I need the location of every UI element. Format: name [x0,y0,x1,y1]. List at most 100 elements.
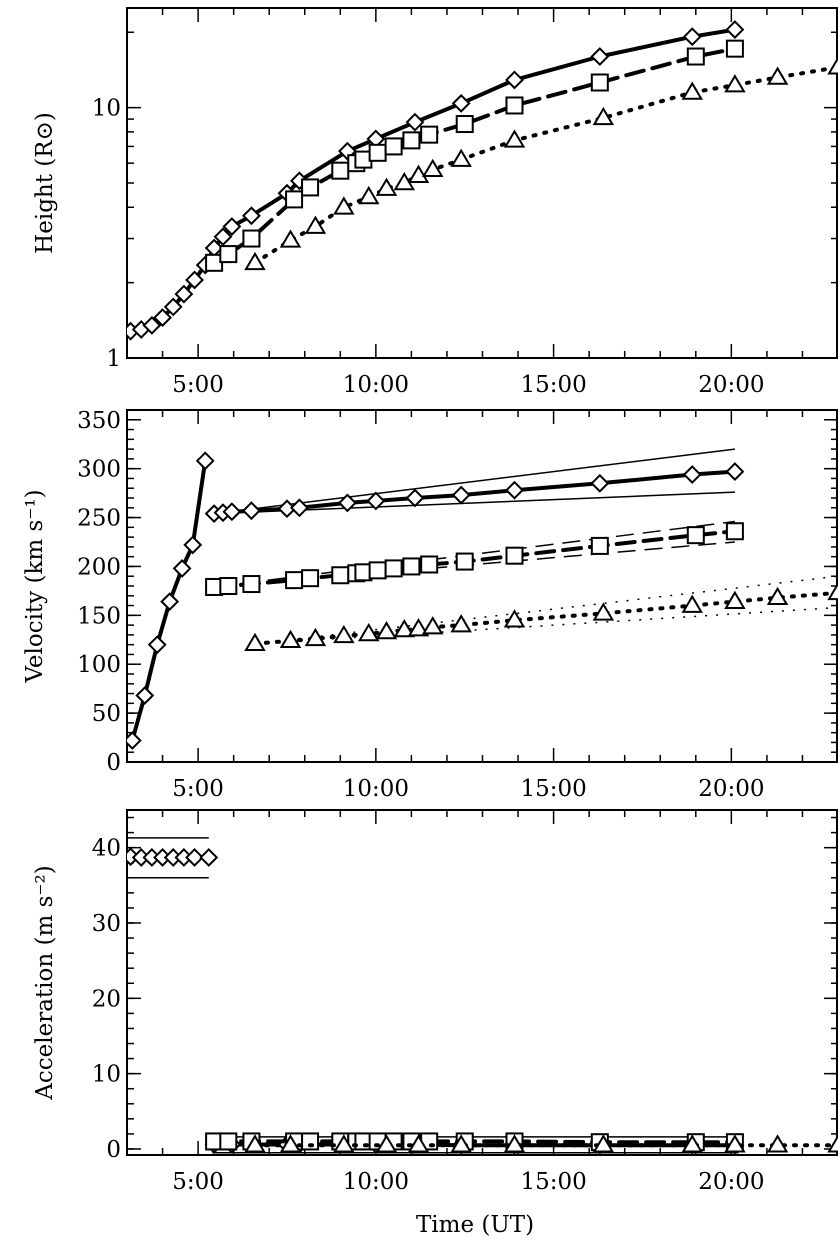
diamond-marker [590,47,610,66]
plot-area [127,837,838,1155]
plot-frame [126,7,838,359]
diamond-marker [366,491,386,511]
acceleration-panel: 0 10 20 30 40 5:00 10:00 15:00 20:00 Acceleration… [32,809,838,1195]
diamond-marker [153,308,172,328]
square-marker [331,161,350,180]
diamond-marker [505,70,524,90]
triangle-marker [592,602,615,621]
diamond-marker [183,535,203,555]
triangle-marker [279,629,302,649]
triangle-marker [766,66,789,85]
series-line [253,65,838,265]
velocity-panel: 0 50 100 150 200 250 300 350 5:00 10:00 15:00 20:00… [22,408,838,802]
triangle-marker [681,594,703,613]
y-tick-label: 30 [92,911,121,937]
triangle-marker [357,185,380,205]
diamond-marker [195,451,215,471]
plot-area [127,20,838,341]
triangle-marker [279,1134,302,1153]
diamond-marker [725,462,745,482]
diamond-marker [185,848,204,867]
x-tick-label: 15:00 [520,372,586,398]
diamond-marker [135,686,155,705]
square-marker [402,557,421,576]
y-axis-title: Acceleration (m s⁻²) [32,865,58,1100]
diamond-marker [147,635,167,655]
y-tick-label: 300 [77,457,121,483]
diamond-marker [290,498,309,518]
square-marker [285,571,304,590]
triangle-marker [357,622,380,642]
x-tick-label: 10:00 [343,776,409,802]
triangle-marker [375,1134,398,1153]
triangle-marker [450,614,472,633]
triangle-marker [333,624,355,644]
diamond-marker [505,480,524,500]
diamond-marker [242,206,261,226]
square-marker [384,137,403,156]
x-tick-label: 20:00 [698,776,764,802]
triangle-marker [724,74,746,93]
triangle-marker [681,1134,703,1153]
triangle-marker [421,158,444,178]
diamond-marker [337,493,357,513]
square-marker [505,96,524,115]
square-marker [725,522,744,541]
y-tick-label: 0 [106,750,121,776]
triangle-marker [724,590,746,609]
y-tick-label: 200 [77,554,121,580]
square-marker [242,575,261,594]
y-tick-label: 350 [77,408,121,434]
diamond-marker [172,558,192,578]
triangle-marker [421,616,444,635]
square-marker [331,566,350,585]
triangle-marker [333,1134,355,1153]
diamond-marker [185,270,204,290]
triangle-marker [304,627,327,647]
square-marker [219,577,238,595]
triangle-marker [503,1134,526,1153]
x-tick-label: 10:00 [343,1169,409,1195]
square-marker [301,1132,320,1151]
y-tick-label: 10 [92,1062,121,1088]
diamond-marker [213,227,233,247]
plot-area [127,448,838,750]
diamond-marker [222,502,242,522]
square-marker [219,1132,238,1151]
diamond-marker [142,315,162,335]
triangle-marker [244,632,266,651]
diamond-marker [222,217,242,236]
x-tick-label: 5:00 [172,372,224,398]
triangle-marker [304,215,327,234]
triangle-marker [244,251,266,271]
diamond-marker [242,501,261,521]
triangle-marker [592,1134,615,1153]
diamond-marker [405,112,425,132]
triangle-marker [503,129,526,148]
diamond-marker [174,284,194,304]
square-marker [242,229,261,248]
y-tick-label: 50 [92,701,121,727]
triangle-marker [333,196,355,215]
triangle-marker [244,1134,266,1153]
triangle-marker [827,56,838,75]
square-marker [368,561,387,580]
triangle-marker [827,1134,838,1153]
square-marker [384,559,403,578]
x-tick-label: 5:00 [172,776,224,802]
square-marker [686,526,705,545]
x-tick-label: 20:00 [698,1169,764,1195]
triangle-marker [407,618,430,637]
triangle-marker [375,620,398,640]
triangle-marker [681,81,703,100]
y-tick-label: 20 [92,986,121,1012]
triangle-marker [827,581,838,601]
y-axis-title: Height (R⊙) [32,112,58,254]
square-marker [686,47,705,66]
triangle-marker [279,229,302,248]
square-marker [455,115,474,134]
square-marker [285,190,304,209]
triangle-marker [375,177,398,196]
triangle-marker [592,106,615,126]
uncertainty-bound [214,448,735,515]
